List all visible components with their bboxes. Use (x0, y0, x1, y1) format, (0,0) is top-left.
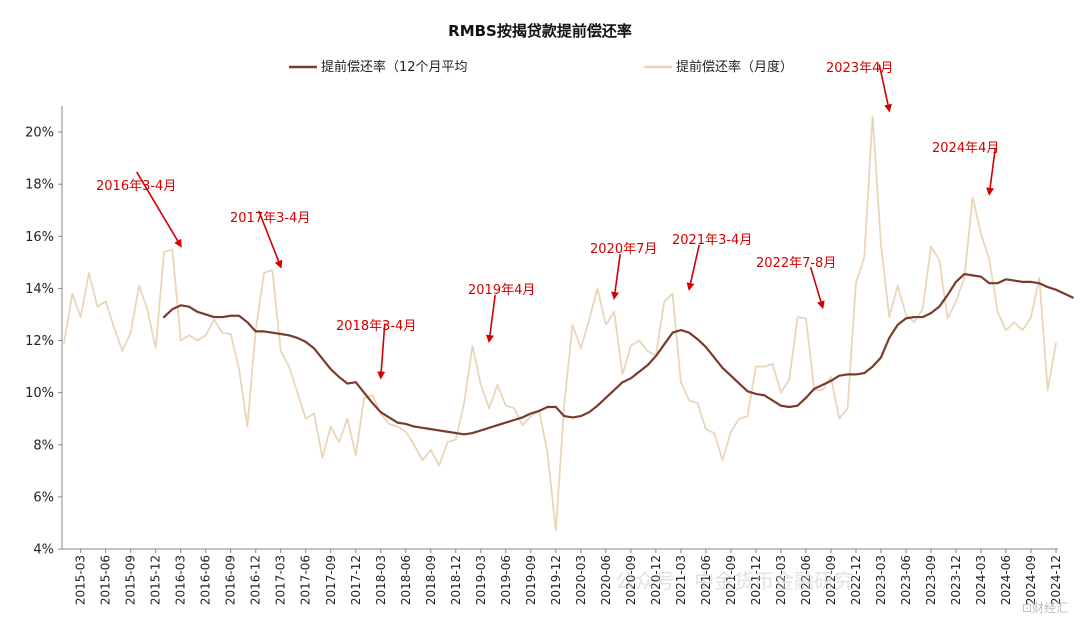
y-tick-label: 12% (25, 334, 54, 349)
annotation-label: 2018年3-4月 (336, 319, 416, 334)
annotation-arrow (878, 64, 892, 113)
x-tick-label: 2021-12 (749, 555, 763, 605)
y-tick-label: 20% (25, 126, 54, 141)
annotation-arrow (809, 266, 825, 310)
x-tick-label: 2023-06 (899, 555, 913, 605)
x-tick-label: 2018-12 (449, 555, 463, 605)
x-tick-label: 2018-09 (424, 555, 438, 605)
x-tick-label: 2017-06 (299, 555, 313, 605)
annotation-arrow (136, 171, 182, 248)
y-tick-label: 10% (25, 386, 54, 401)
x-tick-label: 2022-09 (824, 555, 838, 605)
series-line-monthly (63, 115, 1057, 532)
annotation-arrow (485, 294, 496, 344)
x-tick-label: 2022-12 (849, 555, 863, 605)
series-line-12m-average (162, 272, 1074, 436)
x-tick-label: 2023-12 (949, 555, 963, 605)
annotations: 2016年3-4月 2017年3-4月 2018年3-4月 2019年4月 2020年7… (96, 61, 999, 380)
annotation-label: 2020年7月 (590, 242, 657, 257)
y-tick-label: 18% (25, 178, 54, 193)
x-tick-label: 2024-06 (999, 555, 1013, 605)
x-tick-label: 2016-09 (224, 555, 238, 605)
x-tick-label: 2020-12 (649, 555, 663, 605)
y-tick-label: 8% (33, 438, 54, 453)
watermark-text: 公众号 · 中金货币金融研究 (615, 569, 854, 593)
annotation-arrow (686, 244, 700, 291)
annotation-label: 2021年3-4月 (672, 233, 752, 248)
legend: 提前偿还率（12个月平均 提前偿还率（月度） (289, 59, 793, 75)
annotation-label: 2022年7-8月 (756, 256, 836, 271)
annotation-label: 2019年4月 (468, 283, 535, 298)
x-tick-label: 2016-03 (174, 555, 188, 605)
legend-label-monthly: 提前偿还率（月度） (676, 59, 793, 75)
x-tick-label: 2015-12 (149, 555, 163, 605)
annotation-label: 2017年3-4月 (230, 211, 310, 226)
x-tick-label: 2021-06 (699, 555, 713, 605)
x-tick-label: 2015-09 (124, 555, 138, 605)
x-tick-label: 2023-03 (874, 555, 888, 605)
x-tick-label: 2021-09 (724, 555, 738, 605)
x-tick-label: 2020-09 (624, 555, 638, 605)
y-axis: 4% 6% 8% 10% 12% 14% 16% 18% 20% (25, 106, 63, 558)
y-tick-label: 4% (33, 543, 54, 558)
annotation-label: 2016年3-4月 (96, 179, 176, 194)
x-tick-label: 2024-12 (1049, 555, 1063, 605)
x-tick-label: 2024-03 (974, 555, 988, 605)
x-tick-label: 2016-12 (249, 555, 263, 605)
x-tick-label: 2016-06 (199, 555, 213, 605)
x-tick-label: 2022-03 (774, 555, 788, 605)
x-tick-label: 2019-12 (549, 555, 563, 605)
x-tick-label: 2015-03 (74, 555, 88, 605)
x-tick-label: 2021-03 (674, 555, 688, 605)
annotation-label: 2024年4月 (932, 141, 999, 156)
x-tick-label: 2018-03 (374, 555, 388, 605)
legend-label-avg: 提前偿还率（12个月平均 (321, 59, 468, 75)
chart-title: RMBS按揭贷款提前偿还率 (448, 22, 632, 40)
watermark: 公众号 · 中金货币金融研究 ⊡财经汇 (615, 569, 1068, 615)
x-tick-label: 2018-06 (399, 555, 413, 605)
watermark-corner: ⊡财经汇 (1022, 601, 1068, 615)
annotation-arrow (377, 323, 386, 380)
x-axis: 2015-03 2015-06 2015-09 2015-12 2016-03 2016-… (62, 548, 1063, 605)
x-tick-label: 2017-09 (324, 555, 338, 605)
annotation-arrow (986, 147, 997, 196)
x-tick-label: 2019-03 (474, 555, 488, 605)
x-tick-label: 2022-06 (799, 555, 813, 605)
x-tick-label: 2017-03 (274, 555, 288, 605)
y-tick-label: 16% (25, 230, 54, 245)
x-tick-label: 2015-06 (99, 555, 113, 605)
x-tick-label: 2020-03 (574, 555, 588, 605)
x-tick-label: 2019-06 (499, 555, 513, 605)
x-tick-label: 2019-09 (524, 555, 538, 605)
annotation-label: 2023年4月 (826, 61, 893, 76)
x-tick-label: 2020-06 (599, 555, 613, 605)
x-tick-label: 2023-09 (924, 555, 938, 605)
annotation-arrow (611, 253, 621, 301)
y-tick-label: 6% (33, 490, 54, 505)
x-tick-label: 2024-09 (1024, 555, 1038, 605)
x-tick-label: 2017-12 (349, 555, 363, 605)
series-layer (63, 115, 1074, 532)
annotation-arrow (257, 210, 283, 269)
y-tick-label: 14% (25, 282, 54, 297)
